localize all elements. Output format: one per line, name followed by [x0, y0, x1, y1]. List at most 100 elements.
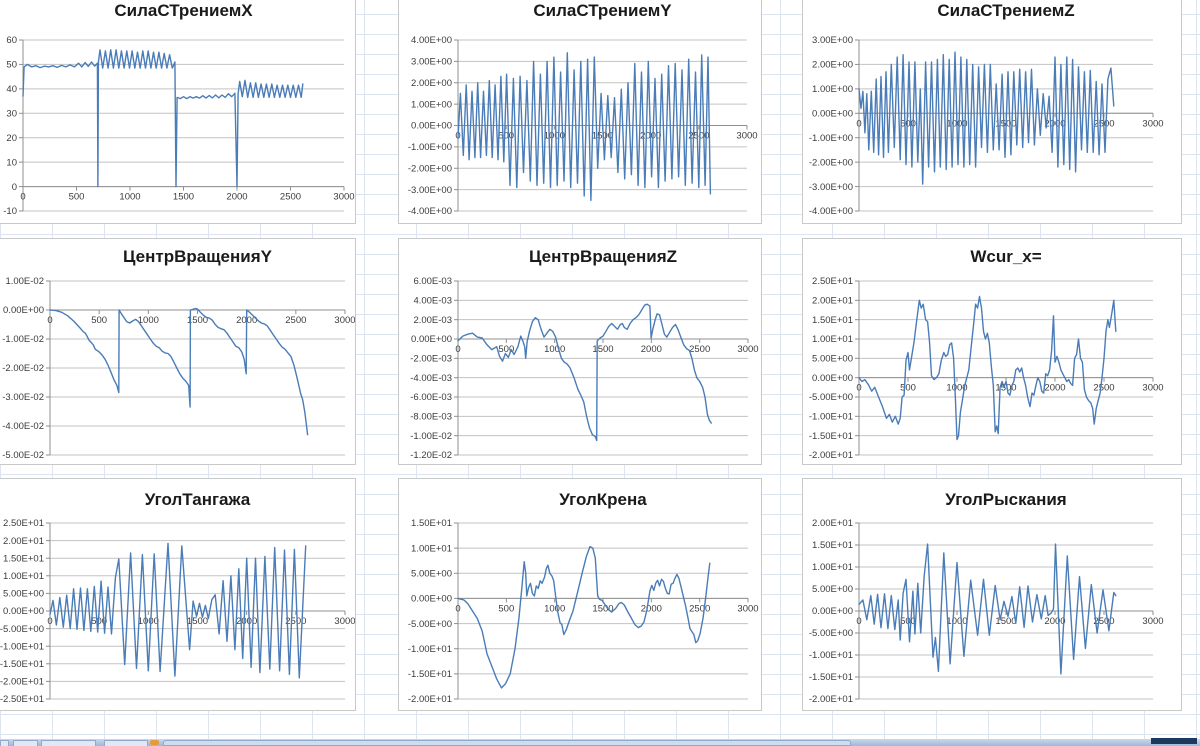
y-tick-label: 20 [6, 133, 17, 144]
x-tick-label: 2000 [641, 603, 662, 614]
y-tick-label: 1.00E+01 [812, 562, 853, 573]
x-tick-label: 3000 [1142, 616, 1163, 627]
x-tick-label: 3000 [334, 616, 355, 627]
x-tick-label: 3000 [1142, 383, 1163, 394]
x-tick-label: 1000 [544, 344, 565, 355]
y-tick-label: -1.50E+01 [809, 431, 853, 442]
y-tick-label: 60 [6, 35, 17, 46]
y-tick-label: 2.00E+00 [411, 78, 452, 89]
y-tick-label: 1.00E-02 [5, 276, 44, 287]
y-tick-label: -2.00E+01 [0, 677, 44, 688]
y-tick-label: -3.00E-02 [2, 392, 44, 403]
chart-plot-area: 2.50E+01 2.00E+01 1.50E+01 1.00E+01 5.00E+00… [0, 518, 355, 705]
series-line [457, 545, 711, 689]
y-tick-label: 5.00E+00 [3, 589, 44, 600]
x-tick-label: 2500 [280, 192, 301, 203]
series-line [858, 543, 1117, 675]
y-tick-label: 1.00E+00 [411, 99, 452, 110]
y-tick-label: -1.00E+00 [809, 133, 853, 144]
sheet-tab[interactable] [41, 740, 96, 746]
chart-sila-s-treniem-z[interactable]: СилаСТрениемZ 3.00E+00 2.00E+00 1.00E+00 0.… [802, 0, 1182, 224]
y-tick-label: 2.50E+01 [812, 276, 853, 287]
x-tick-label: 0 [455, 603, 460, 614]
chart-ugol-krena[interactable]: УголКрена 1.50E+01 1.00E+01 5.00E+00 0.00E+… [398, 478, 762, 711]
y-tick-label: -2.00E+00 [809, 157, 853, 168]
chart-ugol-ryskaniya[interactable]: УголРыскания 2.00E+01 1.50E+01 1.00E+01 5.0… [802, 478, 1182, 711]
y-tick-label: 4.00E-03 [413, 296, 452, 307]
x-tick-label: 1000 [946, 616, 967, 627]
x-tick-label: 2000 [641, 344, 662, 355]
sheet-tab[interactable] [13, 740, 38, 746]
x-tick-label: 2500 [689, 344, 710, 355]
chart-sila-s-treniem-y[interactable]: СилаСТрениемY 4.00E+00 3.00E+00 2.00E+00 1.… [398, 0, 762, 224]
chart-centr-vrashcheniya-z[interactable]: ЦентрВращенияZ 6.00E-03 4.00E-03 2.00E-03 0… [398, 238, 762, 465]
y-tick-label: -5.00E+00 [809, 392, 853, 403]
sheet-tab[interactable] [0, 740, 9, 746]
x-tick-label: 0 [455, 344, 460, 355]
chart-plot-area: 2.50E+01 2.00E+01 1.50E+01 1.00E+01 5.00E+00… [809, 276, 1164, 461]
x-tick-label: 3000 [737, 344, 758, 355]
chart-ugol-tangazha[interactable]: УголТангажа 2.50E+01 2.00E+01 1.50E+01 1.00… [0, 478, 356, 711]
y-tick-label: -2.50E+01 [0, 694, 44, 705]
chart-title: УголРыскания [945, 490, 1067, 509]
series-line [457, 52, 712, 202]
y-tick-label: -8.00E-03 [410, 412, 452, 423]
y-tick-label: 2.50E+01 [3, 518, 44, 529]
y-tick-label: -1.20E-02 [410, 450, 452, 461]
chart-title: СилаСТрениемY [533, 1, 672, 20]
y-tick-label: -5.00E+00 [408, 619, 452, 630]
x-tick-label: 2000 [1044, 616, 1065, 627]
series-line [858, 295, 1117, 441]
y-tick-label: -2.00E+01 [408, 694, 452, 705]
y-tick-label: -1.00E+01 [809, 650, 853, 661]
x-tick-label: 500 [498, 131, 514, 142]
x-tick-label: 2500 [1093, 616, 1114, 627]
y-tick-label: 1.00E+00 [812, 84, 853, 95]
chart-plot-area: 1.50E+01 1.00E+01 5.00E+00 0.00E+00 -5.00E+0… [408, 518, 759, 705]
y-tick-label: 3.00E+00 [812, 35, 853, 46]
x-tick-label: 1000 [138, 315, 159, 326]
y-tick-label: -1.00E-02 [2, 334, 44, 345]
y-tick-label: -2.00E+01 [809, 450, 853, 461]
x-tick-label: 0 [856, 118, 861, 129]
y-tick-label: -2.00E-03 [410, 354, 452, 365]
chart-plot-area: 6.00E-03 4.00E-03 2.00E-03 0.00E+00 -2.00E-0… [410, 276, 758, 461]
chart-wcur-x[interactable]: Wcur_x= 2.50E+01 2.00E+01 1.50E+01 1.00E+01… [802, 238, 1182, 465]
horizontal-scrollbar-thumb[interactable] [163, 740, 851, 746]
x-tick-label: 0 [47, 616, 52, 627]
y-tick-label: 0.00E+00 [411, 594, 452, 605]
y-tick-label: -10 [3, 206, 17, 217]
sheet-tab-active[interactable] [104, 740, 148, 746]
x-tick-label: 0 [856, 383, 861, 394]
x-tick-label: 2500 [1093, 383, 1114, 394]
y-tick-label: 0.00E+00 [812, 108, 853, 119]
y-tick-label: 2.00E+01 [3, 536, 44, 547]
y-tick-label: 6.00E-03 [413, 276, 452, 287]
x-tick-label: 2000 [1044, 383, 1065, 394]
y-tick-label: 2.00E+00 [812, 60, 853, 71]
tab-scroll-handle-icon[interactable] [150, 740, 159, 745]
chart-sila-s-treniem-x[interactable]: СилаСТрениемX 60 50 40 30 20 10 0 -10 0 500 1000 15… [0, 0, 356, 224]
sheet-tab-scrollbar-strip [0, 738, 1200, 746]
x-tick-label: 500 [900, 383, 916, 394]
y-tick-label: 0.00E+00 [3, 305, 44, 316]
x-tick-label: 2500 [285, 315, 306, 326]
chart-plot-area: 4.00E+00 3.00E+00 2.00E+00 1.00E+00 0.00E+00… [408, 35, 758, 217]
x-tick-label: 500 [900, 118, 916, 129]
y-tick-label: -5.00E+00 [0, 624, 44, 635]
chart-title: ЦентрВращенияY [123, 247, 272, 266]
chart-plot-area: 3.00E+00 2.00E+00 1.00E+00 0.00E+00 -1.00E+0… [809, 35, 1164, 217]
x-tick-label: 500 [69, 192, 85, 203]
y-tick-label: -1.00E+00 [408, 142, 452, 153]
x-tick-label: 3000 [334, 315, 355, 326]
x-tick-label: 1500 [592, 131, 613, 142]
y-tick-label: -1.50E+01 [408, 669, 452, 680]
chart-centr-vrashcheniya-y[interactable]: ЦентрВращенияY 1.00E-02 0.00E+00 -1.00E-02… [0, 238, 356, 465]
x-tick-label: 0 [856, 616, 861, 627]
y-tick-label: -2.00E+00 [408, 163, 452, 174]
x-tick-label: 1500 [173, 192, 194, 203]
x-tick-label: 3000 [737, 603, 758, 614]
y-tick-label: -4.00E-03 [410, 373, 452, 384]
y-tick-label: -1.50E+01 [809, 672, 853, 683]
x-tick-label: 2000 [1044, 118, 1065, 129]
